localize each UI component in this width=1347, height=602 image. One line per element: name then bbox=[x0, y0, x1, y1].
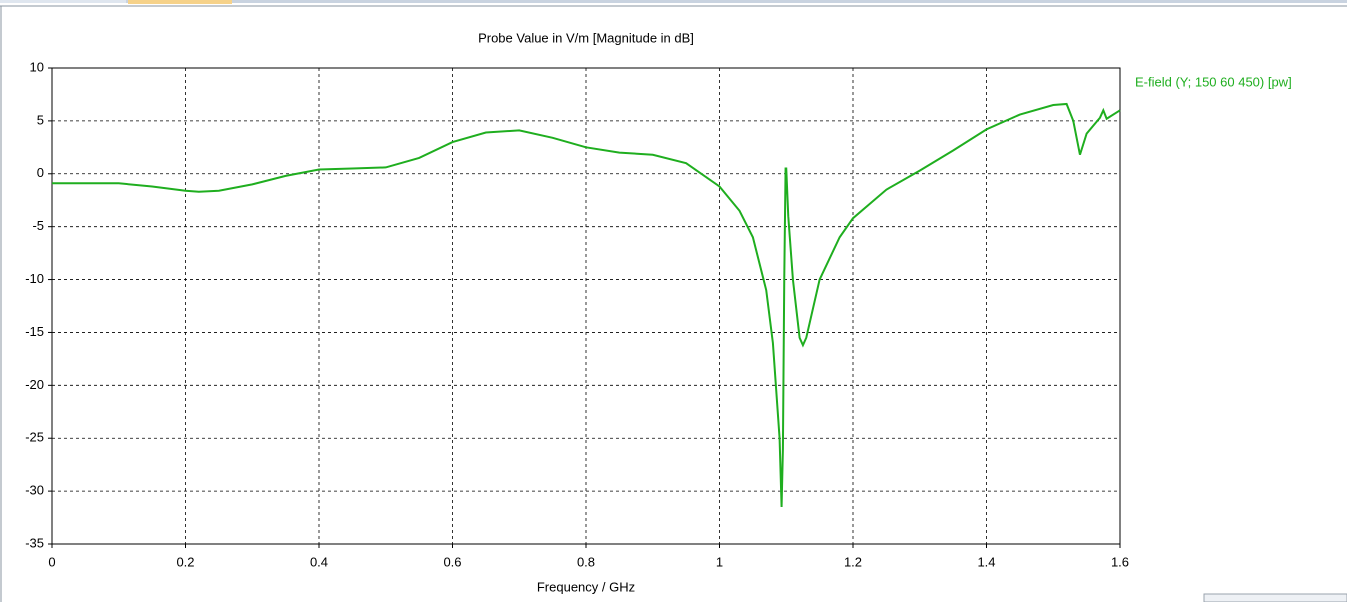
x-tick-label: 0 bbox=[48, 554, 55, 569]
chart-title: Probe Value in V/m [Magnitude in dB] bbox=[478, 30, 694, 45]
y-tick-label: 0 bbox=[37, 165, 44, 180]
x-tick-label: 1 bbox=[716, 554, 723, 569]
y-tick-label: -15 bbox=[25, 324, 44, 339]
y-tick-label: -20 bbox=[25, 377, 44, 392]
legend-entry: E-field (Y; 150 60 450) [pw] bbox=[1135, 74, 1292, 89]
x-tick-label: 0.2 bbox=[176, 554, 194, 569]
y-tick-label: -5 bbox=[32, 218, 44, 233]
y-tick-label: -10 bbox=[25, 271, 44, 286]
x-tick-label: 0.4 bbox=[310, 554, 328, 569]
plot-frame bbox=[51, 67, 1121, 545]
y-tick-label: -35 bbox=[25, 535, 44, 550]
y-tick-label: -25 bbox=[25, 430, 44, 445]
tab[interactable] bbox=[0, 0, 126, 3]
status-box bbox=[1203, 593, 1347, 602]
x-tick-label: 1.2 bbox=[844, 554, 862, 569]
x-axis-label: Frequency / GHz bbox=[537, 579, 635, 594]
x-tick-label: 0.8 bbox=[577, 554, 595, 569]
data-line bbox=[52, 102, 1121, 508]
y-tick-label: 10 bbox=[30, 59, 44, 74]
active-tab[interactable] bbox=[128, 0, 232, 4]
x-tick-label: 1.6 bbox=[1111, 554, 1129, 569]
window-top-bar bbox=[0, 0, 1347, 3]
y-tick-label: 5 bbox=[37, 112, 44, 127]
x-tick-label: 1.4 bbox=[977, 554, 995, 569]
y-tick-label: -30 bbox=[25, 483, 44, 498]
x-tick-label: 0.6 bbox=[443, 554, 461, 569]
